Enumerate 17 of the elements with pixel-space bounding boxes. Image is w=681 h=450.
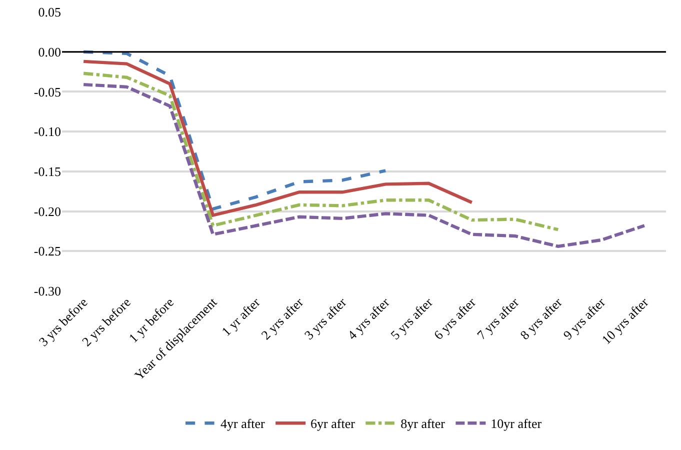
x-tick-label: 5 yrs after xyxy=(388,294,436,342)
legend-label: 4yr after xyxy=(220,416,266,432)
y-tick-label: -0.15 xyxy=(34,164,61,179)
legend-label: 10yr after xyxy=(490,416,542,432)
line-series xyxy=(82,60,474,217)
y-tick-label: -0.20 xyxy=(34,204,61,219)
legend-label: 6yr after xyxy=(310,416,356,432)
y-tick-label: -0.10 xyxy=(34,124,61,140)
line-series xyxy=(82,82,646,248)
y-tick-label: 0.05 xyxy=(38,4,61,20)
line-series xyxy=(82,72,560,232)
legend-label: 8yr after xyxy=(400,416,446,432)
y-tick-label: -0.25 xyxy=(34,244,61,259)
line-series xyxy=(82,50,388,210)
y-tick-label: -0.30 xyxy=(34,284,61,299)
y-tick-label: -0.05 xyxy=(34,84,61,100)
y-tick-label: 0.00 xyxy=(38,44,61,60)
